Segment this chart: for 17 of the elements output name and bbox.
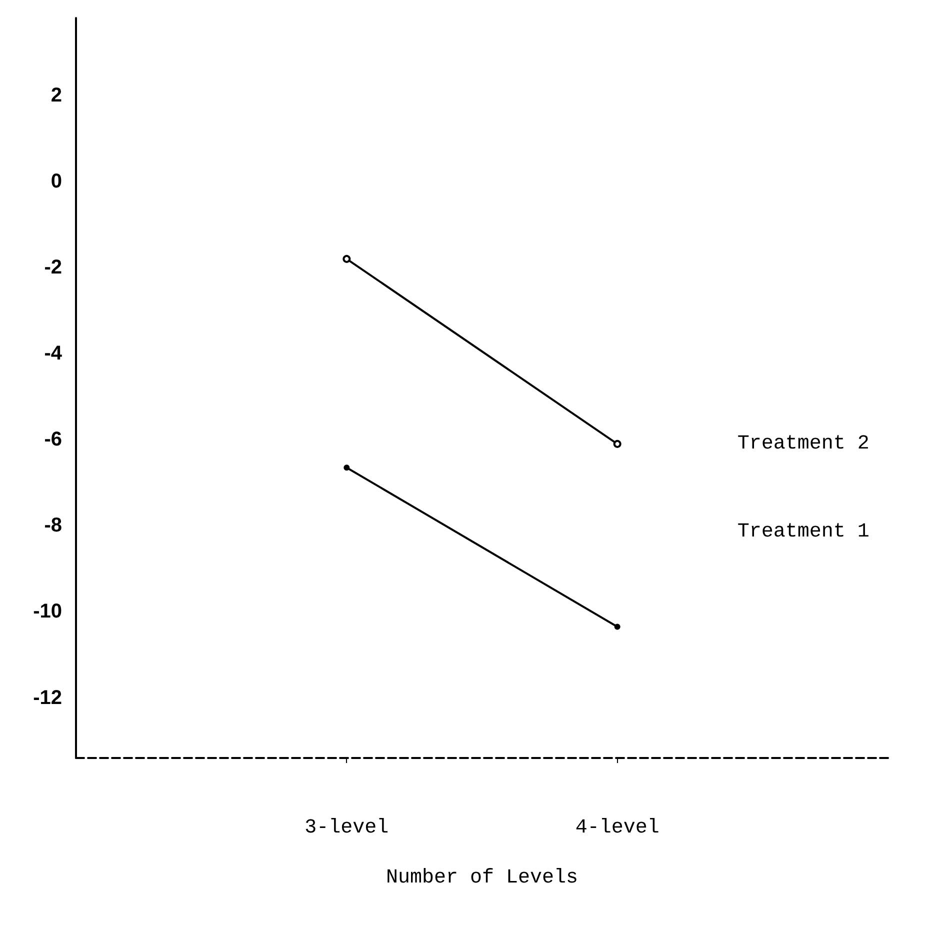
x-tick-label: 4-level	[575, 816, 660, 840]
y-tick-label: -4	[44, 342, 63, 365]
text: Treatment 2	[737, 432, 870, 456]
y-tick-label: -6	[44, 428, 62, 451]
point	[613, 440, 622, 448]
x-tick-label: 3-level	[304, 816, 389, 840]
point	[614, 624, 620, 630]
x-axis-title: Number of Levels	[386, 866, 578, 890]
point	[342, 254, 351, 263]
y-tick-label: -12	[33, 686, 62, 709]
y-tick-label: 0	[50, 170, 62, 192]
y-tick-label: 2	[50, 84, 62, 106]
y-tick-label: -8	[44, 514, 62, 537]
text: Treatment 1	[737, 520, 870, 544]
y-tick-label: -2	[44, 256, 62, 279]
y-tick-label: -10	[33, 600, 62, 623]
point	[344, 464, 350, 471]
